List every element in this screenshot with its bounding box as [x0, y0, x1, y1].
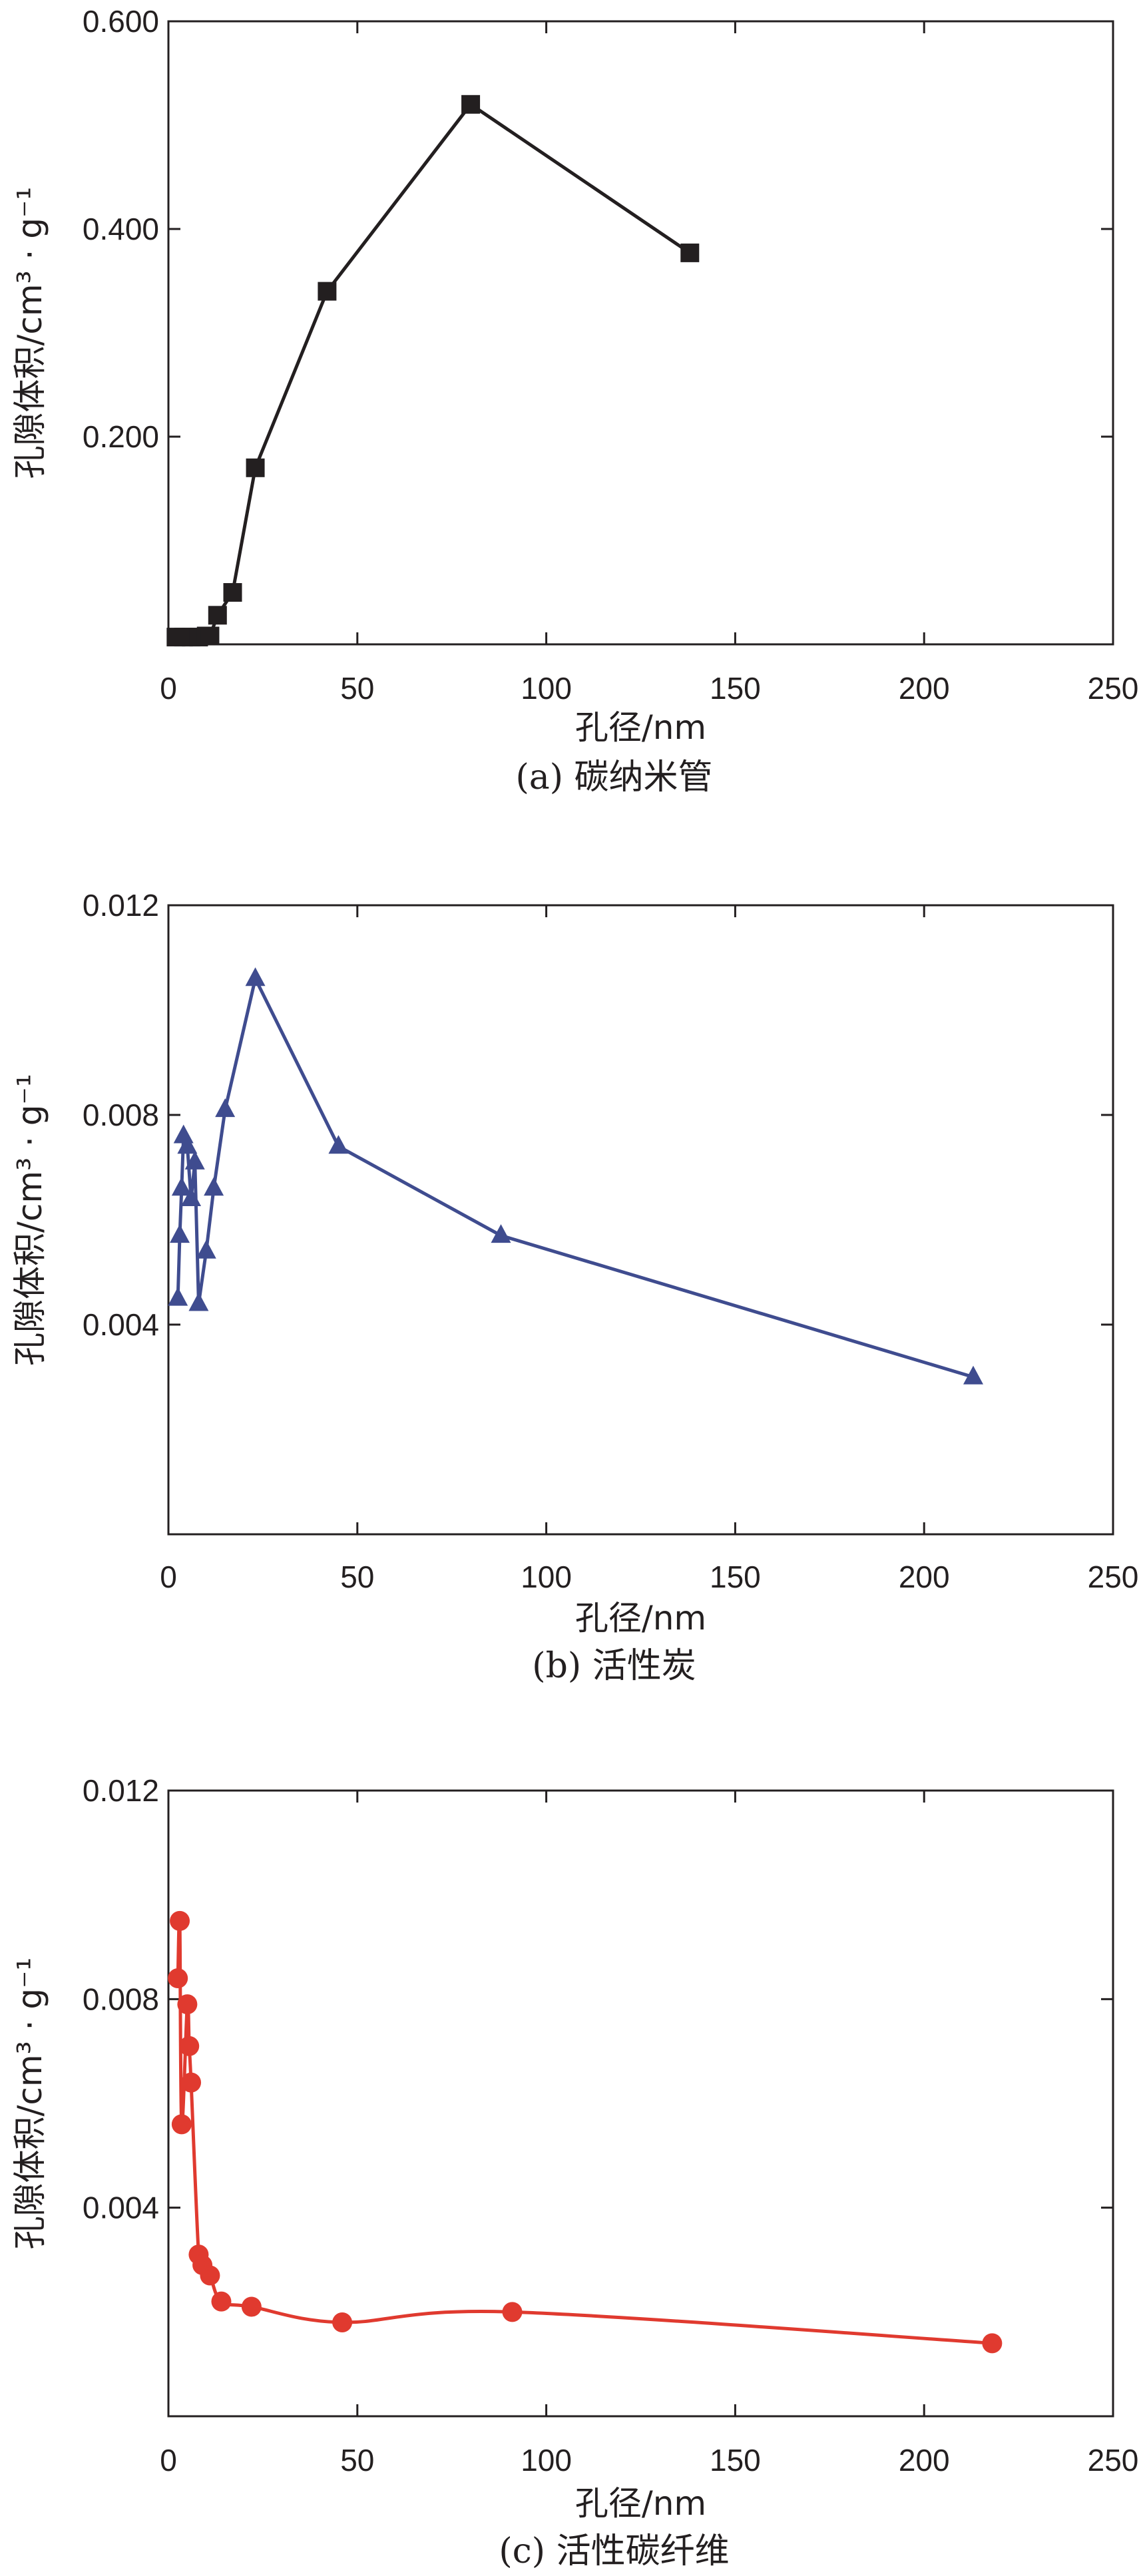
x-tick-label: 100: [521, 671, 572, 706]
data-point: [208, 606, 227, 625]
panel-caption: (a) 碳纳米管: [515, 757, 712, 797]
x-tick-label: 50: [340, 671, 374, 706]
y-tick-label: 0.008: [83, 1982, 159, 2016]
x-tick-label: 0: [160, 1560, 177, 1594]
data-point: [461, 95, 481, 114]
data-point: [491, 1224, 511, 1243]
data-point: [982, 2333, 1003, 2354]
x-tick-label: 150: [710, 671, 761, 706]
data-point: [318, 282, 337, 301]
x-tick-label: 150: [710, 1560, 761, 1594]
x-tick-label: 250: [1088, 1560, 1139, 1594]
y-tick-label: 0.012: [83, 888, 159, 923]
x-tick-label: 100: [521, 2443, 572, 2477]
data-point: [332, 2312, 353, 2332]
data-point: [245, 967, 266, 986]
y-axis-title: 孔隙体积/cm³ · g⁻¹: [11, 1958, 49, 2250]
x-tick-label: 0: [160, 2443, 177, 2477]
x-tick-label: 0: [160, 671, 177, 706]
plot-frame: [167, 904, 1114, 1536]
panel-caption: (c) 活性碳纤维: [499, 2531, 729, 2571]
series-line: [176, 103, 691, 639]
y-tick-label: 0.600: [83, 4, 159, 39]
series-line: [176, 1914, 993, 2345]
series-line: [176, 976, 974, 1379]
data-point: [680, 243, 700, 262]
y-tick-label: 0.400: [83, 212, 159, 246]
y-tick-label: 0.004: [83, 1307, 159, 1342]
chart-panel-1: 0 50 100 150 200 250 0.004 0.008 0.012 孔径/nm 孔隙体积/…: [11, 888, 1138, 1686]
y-axis-title: 孔隙体积/cm³ · g⁻¹: [11, 187, 49, 479]
data-point: [184, 1150, 205, 1170]
data-point: [179, 2036, 200, 2056]
data-point: [168, 1968, 188, 1988]
y-axis-title: 孔隙体积/cm³ · g⁻¹: [11, 1074, 49, 1366]
data-point: [188, 1292, 209, 1311]
x-tick-label: 250: [1088, 2443, 1139, 2477]
x-tick-label: 100: [521, 1560, 572, 1594]
x-tick-label: 50: [340, 1560, 374, 1594]
data-point: [215, 1098, 236, 1118]
data-point: [200, 2265, 220, 2286]
x-tick-label: 250: [1088, 671, 1139, 706]
chart-panel-2: 0 50 100 150 200 250 0.004 0.008 0.012 孔径/nm 孔隙体积/…: [11, 1773, 1138, 2571]
y-tick-label: 0.004: [83, 2191, 159, 2225]
data-point: [241, 2296, 262, 2317]
x-tick-label: 50: [340, 2443, 374, 2477]
chart-panel-0: 0 50 100 150 200 250 0.200 0.400 0.600 孔径/nm 孔隙体积/…: [11, 4, 1138, 797]
y-tick-label: 0.200: [83, 419, 159, 454]
panel-caption: (b) 活性炭: [532, 1646, 696, 1686]
data-point: [963, 1365, 983, 1385]
data-point: [177, 1994, 198, 2015]
data-point: [200, 626, 220, 646]
data-point: [171, 1177, 192, 1196]
data-point: [246, 458, 265, 477]
data-point: [181, 1187, 202, 1206]
data-point: [223, 583, 242, 602]
data-point: [211, 2291, 232, 2312]
plot-frame: [167, 1789, 1114, 2418]
data-point: [181, 2072, 202, 2093]
x-tick-label: 200: [899, 1560, 950, 1594]
data-point: [204, 1177, 224, 1196]
data-point: [170, 1910, 190, 1931]
data-point: [196, 1239, 216, 1259]
x-axis-title: 孔径/nm: [575, 2484, 706, 2523]
y-tick-label: 0.012: [83, 1773, 159, 1808]
x-tick-label: 200: [899, 2443, 950, 2477]
data-point: [173, 1124, 194, 1144]
data-point: [502, 2302, 523, 2322]
x-tick-label: 150: [710, 2443, 761, 2477]
y-tick-label: 0.008: [83, 1098, 159, 1132]
data-point: [170, 1224, 190, 1243]
data-point: [177, 1135, 198, 1154]
data-point: [168, 1287, 188, 1306]
x-axis-title: 孔径/nm: [575, 1599, 706, 1637]
plot-frame: [167, 20, 1114, 646]
data-point: [328, 1135, 349, 1154]
x-axis-title: 孔径/nm: [575, 708, 706, 747]
x-tick-label: 200: [899, 671, 950, 706]
data-point: [171, 2114, 192, 2135]
